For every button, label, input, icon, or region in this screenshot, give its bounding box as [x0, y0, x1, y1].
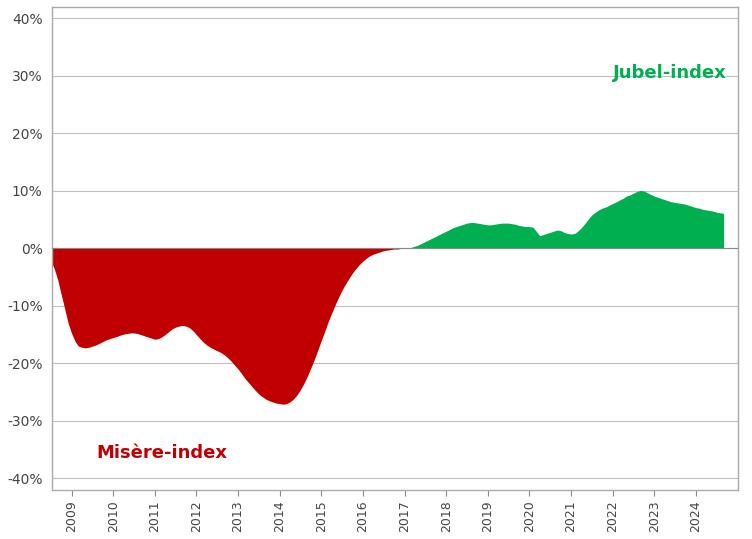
Text: Jubel-index: Jubel-index [613, 64, 726, 82]
Text: Misère-index: Misère-index [96, 444, 227, 461]
